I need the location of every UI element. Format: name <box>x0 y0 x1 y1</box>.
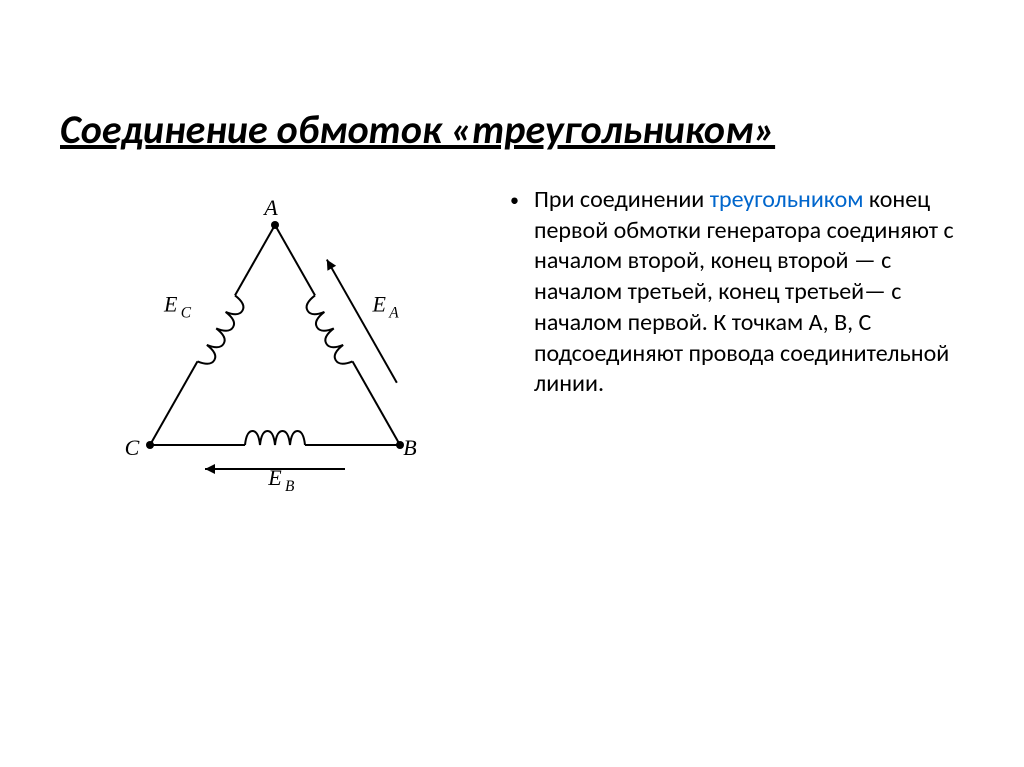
svg-text:E: E <box>372 291 387 316</box>
content-row: EAEBECABC • При соединении треугольником… <box>60 185 964 515</box>
body-highlight: треугольником <box>710 185 864 214</box>
svg-text:A: A <box>262 195 278 220</box>
body-paragraph: При соединении треугольником конец перво… <box>534 185 964 400</box>
body-rest: конец первой обмотки генератора соединяю… <box>534 185 954 398</box>
body-lead: При соединении <box>534 185 710 214</box>
delta-diagram: EAEBECABC <box>60 185 490 515</box>
svg-text:C: C <box>181 304 192 321</box>
bullet-item: • При соединении треугольником конец пер… <box>510 185 964 400</box>
text-column: • При соединении треугольником конец пер… <box>510 185 964 400</box>
svg-text:E: E <box>267 465 282 490</box>
page-title: Соединение обмоток «треугольником» <box>60 105 964 154</box>
svg-text:B: B <box>403 435 416 460</box>
diagram-container: EAEBECABC <box>60 185 490 515</box>
svg-text:E: E <box>163 291 178 316</box>
svg-text:C: C <box>125 435 140 460</box>
svg-text:B: B <box>285 478 295 495</box>
bullet-marker: • <box>510 185 534 215</box>
svg-text:A: A <box>388 304 399 321</box>
